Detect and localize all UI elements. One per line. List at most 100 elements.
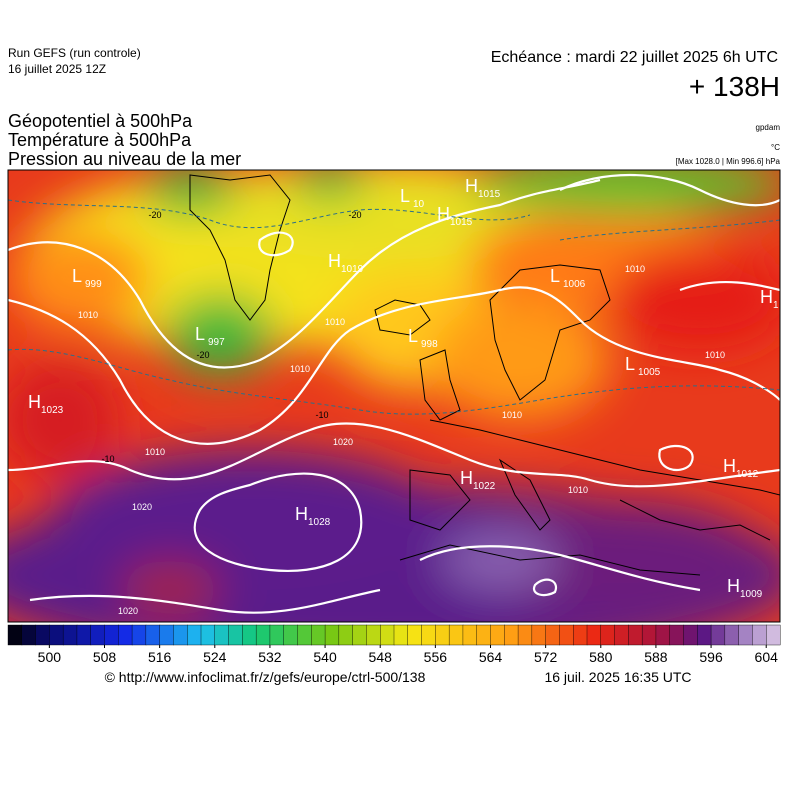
pressure-letter: H [760, 287, 773, 307]
colorbar-cell [476, 624, 492, 646]
colorbar-cell [490, 624, 505, 646]
map [8, 170, 780, 622]
colorbar-cell [669, 624, 685, 646]
run-label: Run GEFS (run controle) [8, 46, 141, 60]
colorbar-tick-label: 548 [369, 649, 393, 665]
isobar-label: 1020 [118, 606, 138, 616]
pressure-letter: H [437, 204, 450, 224]
pressure-value: 1023 [41, 405, 64, 416]
pressure-value: 10 [413, 199, 425, 210]
colorbar-cell [255, 624, 271, 646]
colorbar-cell [338, 624, 354, 646]
isobar-label: 1020 [132, 502, 152, 512]
colorbar-tick-label: 516 [148, 649, 172, 665]
colorbar-cell [421, 624, 436, 646]
colorbar-cell [311, 624, 326, 646]
isobar-label: 1020 [333, 437, 353, 447]
pressure-value: 999 [85, 279, 102, 290]
colorbar-cell [104, 624, 119, 646]
colorbar-cell [407, 624, 423, 646]
isobar-label: 1010 [705, 350, 725, 360]
isobar-label: 1010 [325, 317, 345, 327]
colorbar-cell [145, 624, 161, 646]
isobar-label: 1010 [502, 410, 522, 420]
pressure-value: 1019 [341, 264, 364, 275]
colorbar-cell [683, 624, 698, 646]
pressure-value: 1006 [563, 279, 586, 290]
isobar-label: 1010 [145, 447, 165, 457]
pressure-letter: L [400, 186, 410, 206]
pressure-value: 1005 [638, 367, 661, 378]
coastlines [189, 174, 780, 576]
colorbar-cell [586, 624, 602, 646]
colorbar-cell [766, 624, 781, 646]
pressure-value: 1015 [478, 189, 501, 200]
colorbar-tick-label: 604 [755, 649, 779, 665]
pressure-letter: H [460, 468, 473, 488]
colorbar-cell [7, 624, 23, 646]
isotherm-label: -20 [348, 210, 361, 220]
colorbar-cell [517, 624, 533, 646]
colorbar-cell [393, 624, 409, 646]
pressure-value: 1015 [450, 217, 473, 228]
colorbar-tick-label: 564 [479, 649, 503, 665]
colorbar-cell [35, 624, 50, 646]
colorbar-tick-label: 580 [589, 649, 613, 665]
colorbar-cell [435, 624, 450, 646]
colorbar-cell [600, 624, 616, 646]
pressure-value: 1022 [473, 481, 496, 492]
pressure-letter: H [295, 504, 308, 524]
colorbar-cell [380, 624, 395, 646]
colorbar-tick-label: 540 [313, 649, 337, 665]
colorbar-cell [76, 624, 92, 646]
isobars [8, 173, 780, 614]
colorbar-cell [738, 624, 753, 646]
colorbar-cell [545, 624, 560, 646]
colorbar-cell [297, 624, 312, 646]
colorbar-cell [159, 624, 174, 646]
colorbar-cell [118, 624, 133, 646]
colorbar-cell [559, 624, 574, 646]
lead-time: + 138H [689, 71, 780, 102]
isobar-label: 1010 [290, 364, 310, 374]
unit-label: [Max 1028.0 | Min 996.6] hPa [676, 157, 781, 166]
unit-label: °C [771, 143, 780, 152]
pressure-letter: L [625, 354, 635, 374]
colorbar-cell [504, 624, 519, 646]
colorbar: 500 508 516 524 532 540 548 556 564 572 580 588 596 6… [7, 624, 781, 665]
isotherm-label: -10 [315, 410, 328, 420]
colorbar-cell [242, 624, 257, 646]
pressure-value: 1009 [740, 589, 763, 600]
colorbar-tick-label: 572 [534, 649, 558, 665]
colorbar-cell [752, 624, 767, 646]
pressure-letter: L [550, 266, 560, 286]
colorbar-tick-label: 588 [644, 649, 668, 665]
colorbar-cell [90, 624, 106, 646]
colorbar-cell [173, 624, 188, 646]
colorbar-tick-label: 524 [203, 649, 227, 665]
isotherm-label: -20 [196, 350, 209, 360]
isotherm-label: -20 [148, 210, 161, 220]
title-line: Géopotentiel à 500hPa [8, 111, 193, 131]
colorbar-cell [187, 624, 202, 646]
pressure-letter: H [723, 456, 736, 476]
pressure-value: 1028 [308, 517, 331, 528]
isobar-label: 1010 [568, 485, 588, 495]
colorbar-cell [131, 624, 147, 646]
colorbar-cell [724, 624, 740, 646]
colorbar-cell [573, 624, 588, 646]
colorbar-cell [214, 624, 230, 646]
colorbar-tick-label: 508 [93, 649, 117, 665]
pressure-letter: H [727, 576, 740, 596]
colorbar-cell [531, 624, 547, 646]
isotherm-label: -10 [101, 454, 114, 464]
run-date: 16 juillet 2025 12Z [8, 62, 106, 76]
colorbar-cell [324, 624, 340, 646]
colorbar-cell [62, 624, 78, 646]
colorbar-tick-label: 596 [699, 649, 723, 665]
colorbar-tick-label: 500 [38, 649, 62, 665]
colorbar-cell [49, 624, 64, 646]
colorbar-cell [641, 624, 657, 646]
